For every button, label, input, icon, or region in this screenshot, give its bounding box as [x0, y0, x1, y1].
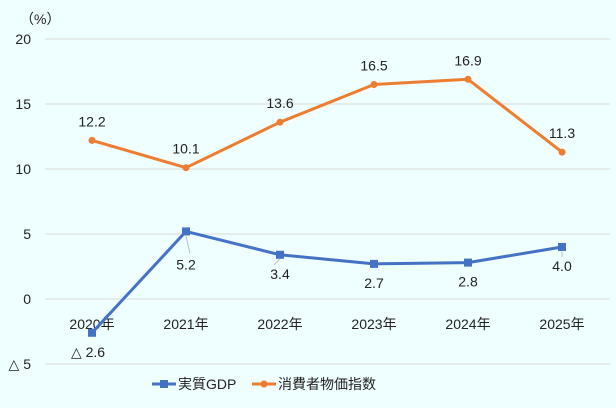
- data-label: 2.8: [458, 274, 478, 290]
- y-axis-unit-label: （%）: [20, 11, 60, 27]
- data-point: [182, 164, 190, 172]
- legend-marker: [260, 380, 268, 388]
- data-point: [182, 227, 190, 236]
- data-label: 13.6: [266, 95, 293, 111]
- y-tick-label: 5: [23, 226, 31, 242]
- data-point: [88, 328, 96, 337]
- y-tick-label: △ 5: [9, 356, 32, 372]
- y-tick-label: 15: [15, 96, 31, 112]
- leader-line: [273, 258, 281, 266]
- series-line: [90, 229, 563, 334]
- x-tick-label: 2025年: [539, 316, 584, 332]
- legend-item: 実質GDP: [152, 376, 236, 392]
- x-tick-label: 2021年: [163, 316, 208, 332]
- data-label: 11.3: [549, 125, 575, 141]
- legend-item: 消費者物価指数: [252, 376, 376, 392]
- data-label: 2.7: [364, 275, 384, 291]
- x-tick-label: 2023年: [351, 316, 396, 332]
- y-tick-label: 0: [23, 291, 31, 307]
- data-point: [558, 148, 566, 156]
- legend-label: 消費者物価指数: [278, 376, 376, 392]
- data-point: [464, 258, 472, 267]
- data-label: 10.1: [172, 141, 199, 157]
- data-point: [370, 81, 378, 88]
- series-line: [91, 77, 563, 170]
- legend-marker: [160, 380, 168, 388]
- x-tick-label: 2022年: [257, 316, 302, 332]
- legend-label: 実質GDP: [178, 376, 236, 392]
- data-point: [88, 136, 96, 144]
- data-point: [464, 75, 472, 83]
- data-point: [276, 250, 284, 259]
- data-point: [558, 243, 566, 251]
- y-tick-label: 10: [15, 161, 31, 177]
- data-label: 5.2: [176, 256, 196, 272]
- x-tick-label: 2024年: [445, 316, 490, 332]
- data-point: [276, 118, 284, 126]
- data-label: 16.9: [454, 52, 481, 68]
- data-label: △ 2.6: [71, 344, 105, 360]
- leader-line: [185, 236, 191, 254]
- y-tick-label: 20: [15, 31, 31, 47]
- data-label: 16.5: [360, 58, 387, 74]
- data-label: 4.0: [552, 258, 572, 274]
- data-label: 12.2: [78, 113, 105, 129]
- data-point: [370, 259, 378, 268]
- data-label: 3.4: [270, 266, 290, 282]
